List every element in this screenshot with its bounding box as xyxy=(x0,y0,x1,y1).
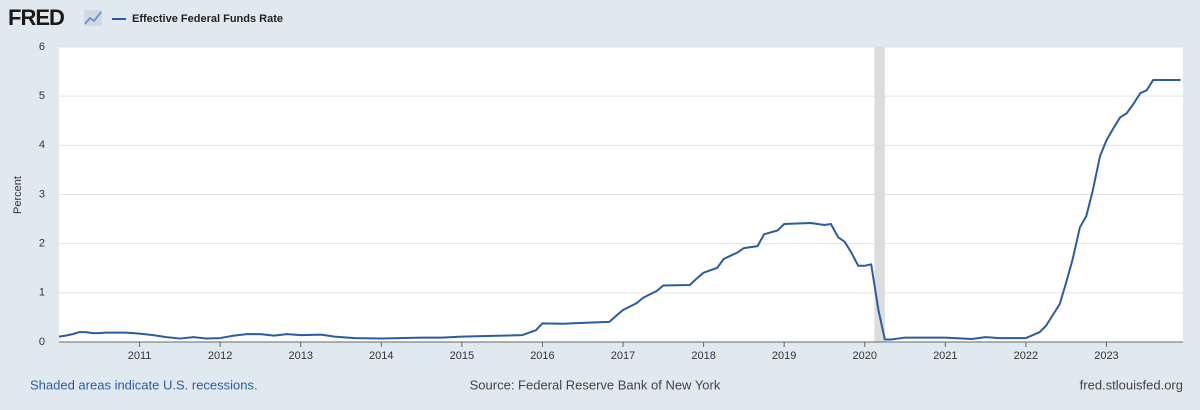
y-tick-label: 3 xyxy=(39,188,45,200)
recession-shade xyxy=(874,47,885,342)
x-tick-label: 2021 xyxy=(933,350,957,362)
x-tick-label: 2012 xyxy=(208,350,232,362)
legend-label: Effective Federal Funds Rate xyxy=(132,13,283,25)
x-tick-label: 2015 xyxy=(450,350,474,362)
x-tick-label: 2020 xyxy=(852,350,876,362)
y-tick-label: 5 xyxy=(39,90,45,102)
credit: fred.stlouisfed.org xyxy=(1080,377,1183,392)
x-tick-label: 2018 xyxy=(691,350,715,362)
x-tick-label: 2014 xyxy=(369,350,393,362)
series-line xyxy=(58,78,1181,341)
logo-icon-box xyxy=(84,10,102,26)
recession-note: Shaded areas indicate U.S. recessions. xyxy=(30,377,258,392)
x-tick-label: 2016 xyxy=(530,350,554,362)
y-tick-label: 6 xyxy=(39,41,45,53)
x-tick-label: 2019 xyxy=(772,350,796,362)
y-axis-label: Percent xyxy=(12,176,24,214)
y-tick-label: 1 xyxy=(39,287,45,299)
x-tick-label: 2013 xyxy=(288,350,312,362)
x-tick-label: 2022 xyxy=(1014,350,1038,362)
x-tick-label: 2011 xyxy=(128,350,152,362)
logo: FRED xyxy=(8,5,64,30)
x-tick-label: 2023 xyxy=(1094,350,1118,362)
logo-icon-line xyxy=(84,11,102,25)
logo-icon xyxy=(84,10,102,26)
x-tick-label: 2017 xyxy=(611,350,635,362)
y-tick-label: 4 xyxy=(39,139,45,151)
y-tick-label: 0 xyxy=(39,336,45,348)
source: Source: Federal Reserve Bank of New York xyxy=(470,377,721,392)
y-tick-label: 2 xyxy=(39,238,45,250)
